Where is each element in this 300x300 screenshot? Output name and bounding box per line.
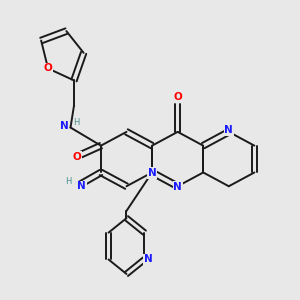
Text: N: N	[224, 125, 233, 135]
Text: N: N	[77, 181, 86, 191]
Text: H: H	[65, 177, 72, 186]
Text: O: O	[72, 152, 81, 161]
Text: O: O	[173, 92, 182, 102]
Text: H: H	[74, 118, 80, 127]
Text: N: N	[148, 168, 156, 178]
Text: O: O	[44, 63, 52, 74]
Text: N: N	[173, 182, 182, 192]
Text: N: N	[60, 121, 69, 131]
Text: N: N	[144, 254, 152, 265]
